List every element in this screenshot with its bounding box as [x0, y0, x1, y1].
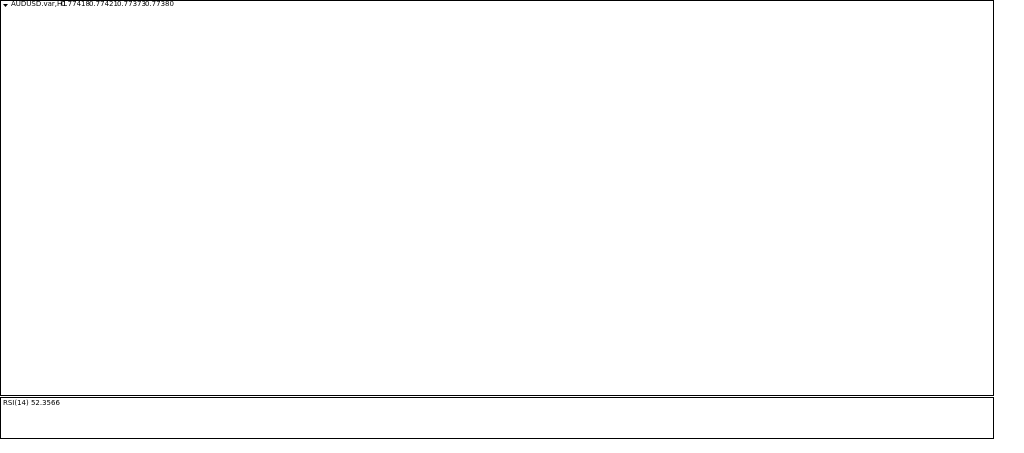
- ohlc-close: 0.77380: [145, 0, 174, 8]
- rsi-label: RSI(14) 52.3566: [3, 399, 60, 407]
- ohlc-high: 0.77421: [89, 0, 118, 8]
- symbol: AUDUSD.var,H1: [11, 0, 67, 8]
- ohlc-low: 0.77373: [117, 0, 146, 8]
- ohlc-open: 0.77418: [61, 0, 90, 8]
- menu-arrow: [3, 4, 8, 7]
- price-panel: [0, 0, 994, 396]
- rsi-panel: [0, 397, 994, 439]
